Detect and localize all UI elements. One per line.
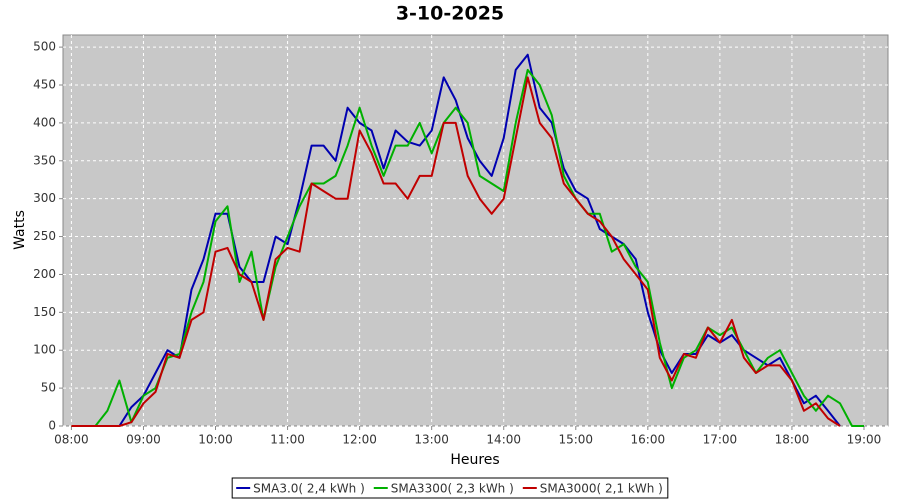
x-tick-label: 13:00: [414, 433, 449, 447]
y-tick-label: 150: [33, 305, 56, 319]
legend-label: SMA3000( 2,1 kWh ): [540, 482, 663, 496]
x-tick-label: 08:00: [54, 433, 89, 447]
y-tick-label: 250: [33, 229, 56, 243]
x-tick-label: 15:00: [558, 433, 593, 447]
legend-label: SMA3.0( 2,4 kWh ): [253, 482, 365, 496]
x-tick-label: 12:00: [342, 433, 377, 447]
legend-label: SMA3300( 2,3 kWh ): [391, 482, 514, 496]
y-tick-label: 500: [33, 40, 56, 54]
y-tick-label: 200: [33, 267, 56, 281]
y-tick-label: 0: [48, 419, 56, 433]
chart-title: 3-10-2025: [396, 3, 504, 25]
x-tick-label: 19:00: [847, 433, 882, 447]
x-axis-label: Heures: [450, 452, 499, 468]
y-tick-label: 100: [33, 343, 56, 357]
x-tick-label: 17:00: [703, 433, 738, 447]
y-tick-label: 50: [41, 381, 56, 395]
y-tick-label: 350: [33, 153, 56, 167]
x-tick-label: 11:00: [270, 433, 305, 447]
series-line: [71, 76, 841, 427]
y-tick-label: 450: [33, 78, 56, 92]
legend: SMA3.0( 2,4 kWh ) SMA3300( 2,3 kWh ) SMA30…: [231, 477, 669, 499]
y-axis-label: Watts: [12, 210, 28, 250]
x-tick-label: 14:00: [486, 433, 521, 447]
x-tick-label: 16:00: [631, 433, 666, 447]
x-tick-label: 09:00: [126, 433, 161, 447]
x-tick-label: 10:00: [198, 433, 233, 447]
y-tick-label: 300: [33, 191, 56, 205]
y-tick-label: 400: [33, 115, 56, 129]
series-line: [71, 68, 864, 427]
legend-box: [231, 477, 669, 499]
x-tick-label: 18:00: [775, 433, 810, 447]
